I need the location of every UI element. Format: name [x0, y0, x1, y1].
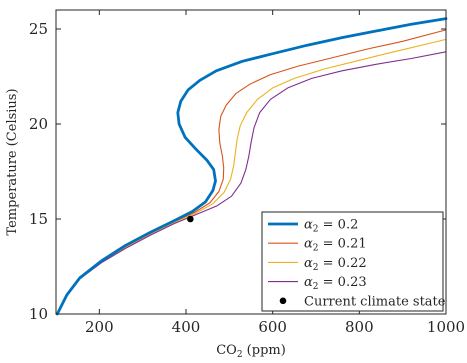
legend: α2 = 0.2 α2 = 0.21 α2 = 0.22 α2 = 0.23 Curre… — [261, 211, 446, 312]
y-tick-label: 15 — [29, 210, 48, 228]
plot-frame — [55, 9, 447, 315]
series-line-1 — [55, 17, 448, 316]
legend-marker-dot — [279, 297, 287, 305]
x-tick-label: 200 — [85, 318, 114, 336]
legend-label-4: α2 = 0.23 — [304, 275, 367, 292]
y-tick-label: 25 — [29, 20, 48, 38]
legend-box — [261, 211, 444, 312]
series-layer — [55, 17, 448, 316]
y-tick-label: 20 — [29, 115, 48, 133]
series-line-4 — [56, 51, 447, 315]
x-tick-label: 1000 — [427, 318, 465, 336]
legend-label-1: α2 = 0.2 — [304, 218, 358, 235]
legend-label-3: α2 = 0.22 — [304, 256, 367, 273]
legend-label-2: α2 = 0.21 — [304, 237, 367, 254]
current-climate-state-marker — [187, 215, 194, 223]
axes-layer: 200 400 600 800 1000 10 15 20 25 CO2 (ppm) Tempera… — [5, 9, 465, 360]
legend-label-marker: Current climate state — [304, 294, 446, 309]
x-tick-label: 400 — [172, 318, 201, 336]
x-tick-label: 800 — [345, 318, 374, 336]
x-tick-label: 600 — [258, 318, 287, 336]
y-axis-label: Temperature (Celsius) — [5, 88, 20, 235]
x-axis-label: CO2 (ppm) — [216, 343, 286, 358]
y-tick-label: 10 — [29, 305, 48, 323]
